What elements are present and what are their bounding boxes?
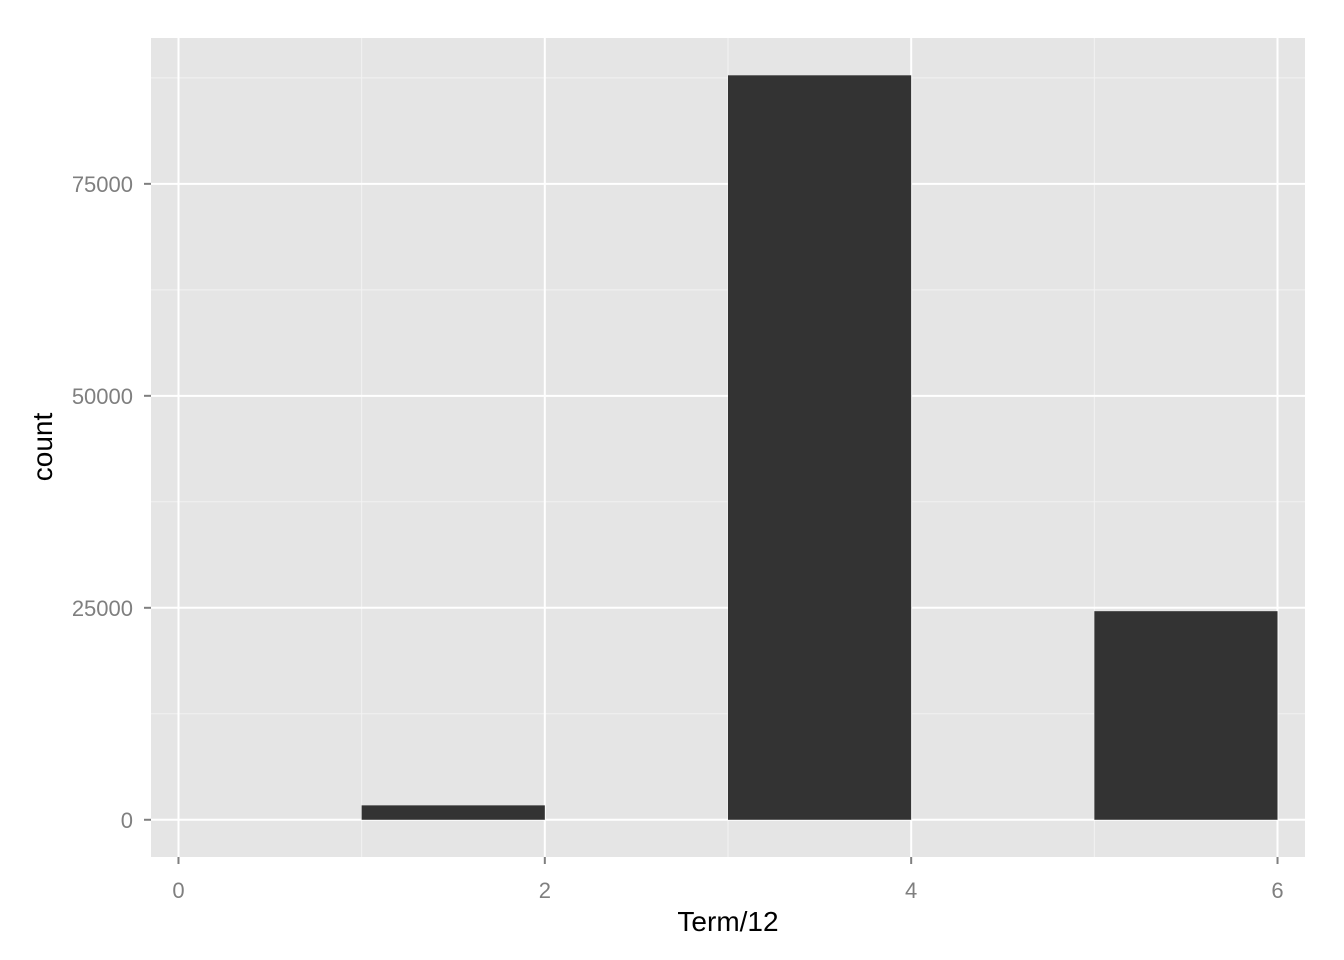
x-tick-label: 4 <box>905 878 917 903</box>
histogram-bar <box>728 75 912 820</box>
y-axis-title: count <box>27 413 58 482</box>
y-tick-label: 0 <box>121 808 133 833</box>
x-tick-label: 0 <box>172 878 184 903</box>
x-tick-label: 6 <box>1271 878 1283 903</box>
bars <box>361 75 1278 820</box>
axis-tick-labels: 0 2 4 6 0 25000 50000 75000 <box>72 172 1284 903</box>
axis-ticks <box>144 182 1279 864</box>
y-tick-label: 25000 <box>72 596 133 621</box>
histogram-bar <box>1094 611 1278 820</box>
histogram-bar <box>361 805 545 820</box>
y-tick-label: 75000 <box>72 172 133 197</box>
y-tick-label: 50000 <box>72 384 133 409</box>
x-axis-title: Term/12 <box>677 906 778 937</box>
x-tick-label: 2 <box>539 878 551 903</box>
